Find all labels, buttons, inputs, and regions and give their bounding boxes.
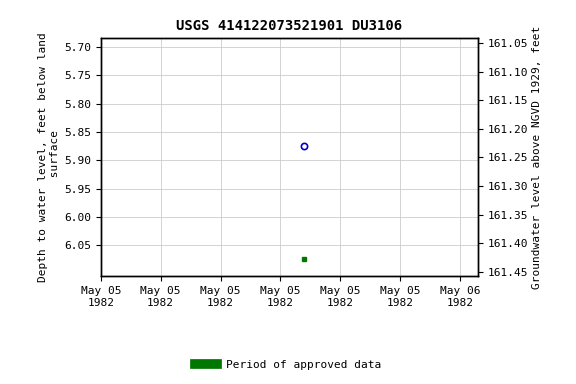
Legend: Period of approved data: Period of approved data [191, 356, 385, 375]
Y-axis label: Depth to water level, feet below land
 surface: Depth to water level, feet below land su… [39, 33, 60, 282]
Title: USGS 414122073521901 DU3106: USGS 414122073521901 DU3106 [176, 19, 403, 33]
Y-axis label: Groundwater level above NGVD 1929, feet: Groundwater level above NGVD 1929, feet [532, 26, 543, 289]
